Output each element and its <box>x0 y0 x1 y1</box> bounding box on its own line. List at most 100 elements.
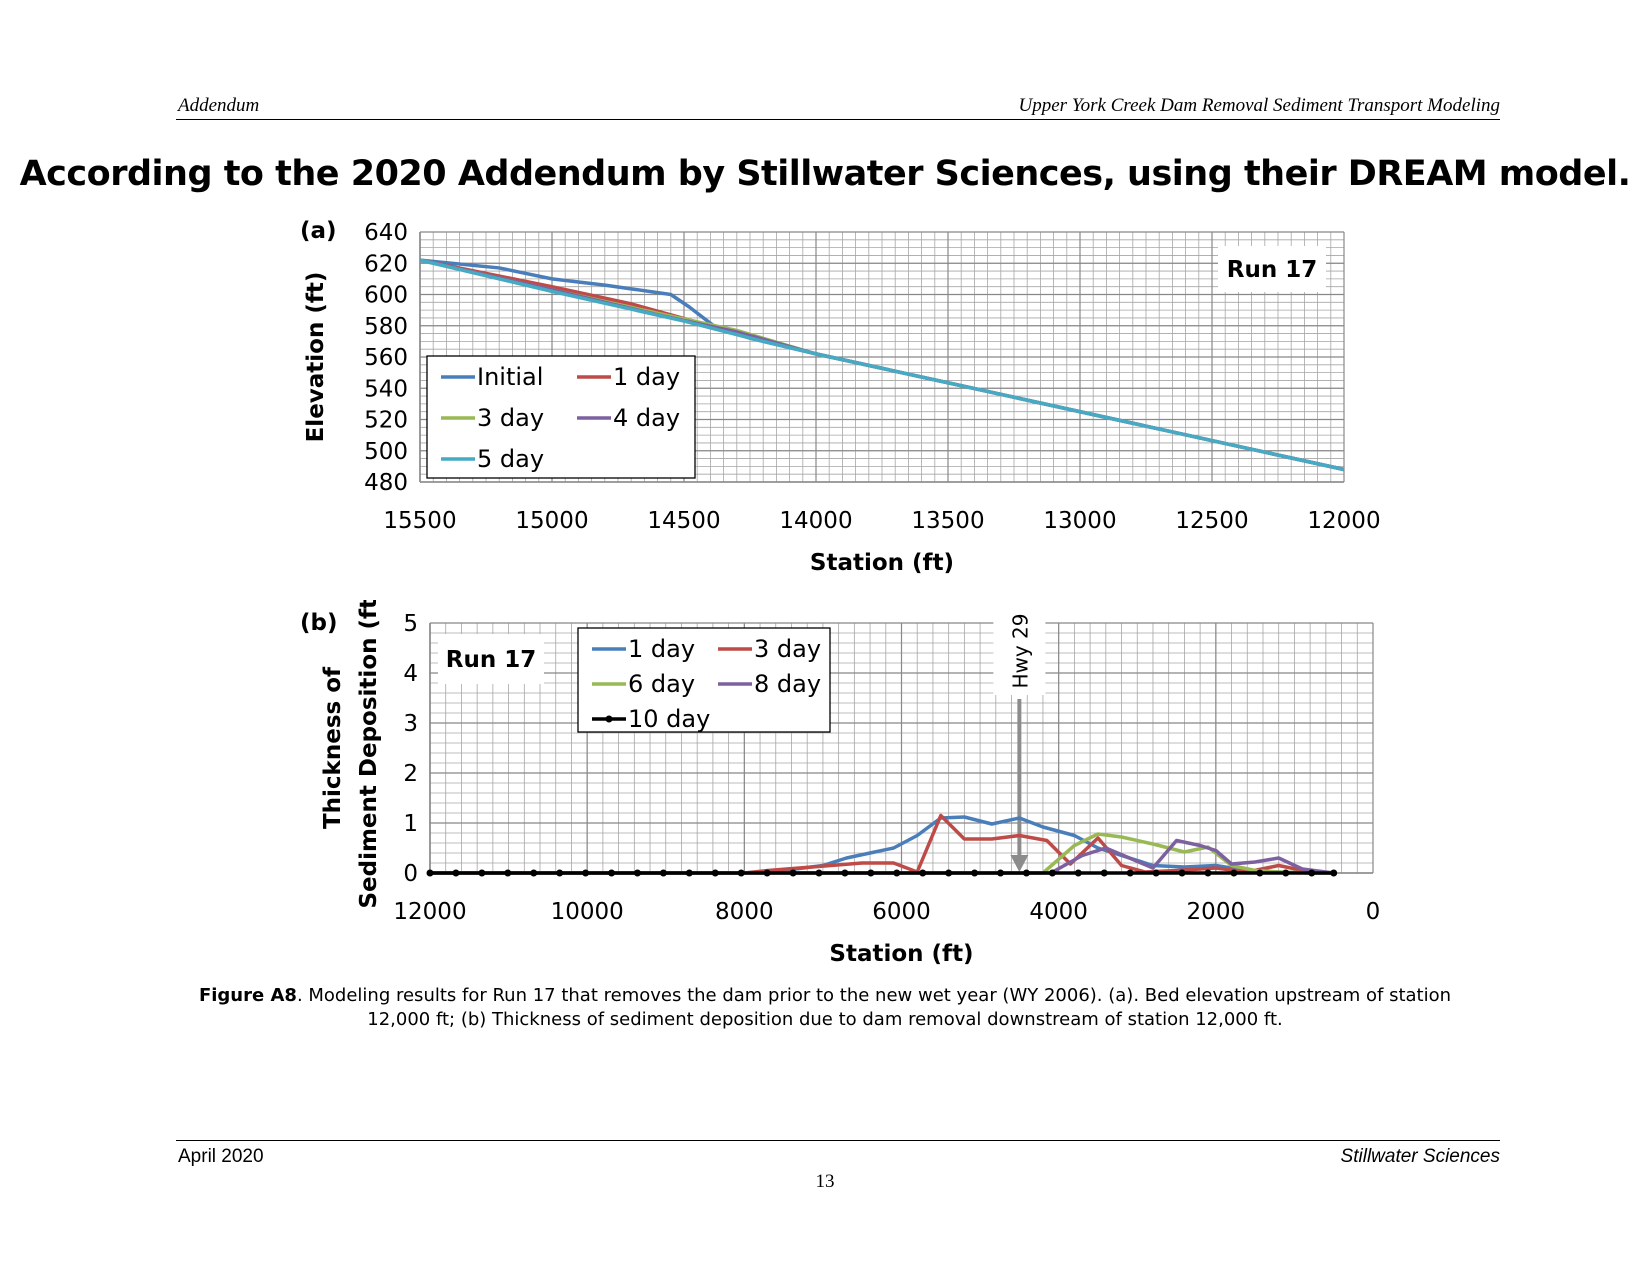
x-tick-label: 14500 <box>647 508 720 534</box>
y-tick-label: 520 <box>364 408 408 434</box>
x-tick-label: 15000 <box>515 508 588 534</box>
data-point-10-day <box>685 869 693 877</box>
data-point-10-day <box>1308 869 1316 877</box>
y-tick-label: 620 <box>364 251 408 277</box>
x-tick-label: 6000 <box>872 899 931 925</box>
data-point-10-day <box>633 869 641 877</box>
x-tick-label: 14000 <box>779 508 852 534</box>
legend-entry-1-day: 1 day <box>613 363 680 391</box>
x-tick-label: 12000 <box>1307 508 1380 534</box>
y-tick-label: 2 <box>403 761 418 787</box>
figure-caption: Figure A8. Modeling results for Run 17 t… <box>175 984 1475 1032</box>
legend-entry-4-day: 4 day <box>613 404 680 432</box>
data-point-10-day <box>659 869 667 877</box>
legend-entry-6-day: 6 day <box>628 670 695 698</box>
data-point-10-day <box>1178 869 1186 877</box>
x-tick-label: 4000 <box>1029 899 1088 925</box>
caption-label: Figure A8 <box>198 985 297 1006</box>
legend-box <box>577 627 831 733</box>
data-point-10-day <box>1074 869 1082 877</box>
data-point-10-day <box>452 869 460 877</box>
data-point-10-day <box>919 869 927 877</box>
legend-entry-10-day: 10 day <box>628 705 710 733</box>
y-tick-label: 560 <box>364 345 408 371</box>
y-tick-label: 1 <box>403 811 418 837</box>
x-tick-label: 13000 <box>1043 508 1116 534</box>
data-point-10-day <box>945 869 953 877</box>
legend-marker-10-day <box>605 715 613 723</box>
data-point-10-day <box>893 869 901 877</box>
x-tick-label: 12500 <box>1175 508 1248 534</box>
legend-entry-5-day: 5 day <box>477 445 544 473</box>
y-tick-label: 5 <box>403 611 418 637</box>
data-point-10-day <box>504 869 512 877</box>
data-point-10-day <box>1152 869 1160 877</box>
legend-entry-1-day: 1 day <box>628 635 695 663</box>
run-annotation: Run 17 <box>446 647 536 673</box>
data-point-10-day <box>1204 869 1212 877</box>
series-line-1-day <box>430 815 1334 875</box>
data-point-10-day <box>1282 869 1290 877</box>
x-tick-label: 12000 <box>393 899 466 925</box>
data-point-10-day <box>867 869 875 877</box>
running-header-left: Addendum <box>178 95 260 116</box>
run-annotation-box <box>1218 246 1326 292</box>
y-tick-label: 540 <box>364 376 408 402</box>
y-tick-label: 0 <box>403 861 418 887</box>
x-tick-label: 15500 <box>383 508 456 534</box>
x-tick-label: 2000 <box>1187 899 1246 925</box>
x-axis-title: Station (ft) <box>829 941 973 967</box>
data-point-10-day <box>763 869 771 877</box>
series-line-8-day <box>430 838 1334 875</box>
data-point-10-day <box>737 869 745 877</box>
legend-entry-3-day: 3 day <box>477 404 544 432</box>
hwy-marker-label-box <box>993 603 1046 695</box>
x-axis-title: Station (ft) <box>810 550 954 576</box>
data-point-10-day <box>608 869 616 877</box>
legend-entry-initial: Initial <box>477 363 543 391</box>
hwy-marker-label: Hwy 29 <box>1008 613 1032 688</box>
page-number: 13 <box>815 1171 835 1192</box>
y-tick-label: 3 <box>403 711 418 737</box>
data-point-10-day <box>711 869 719 877</box>
series-line-5-day <box>419 258 1345 472</box>
y-tick-label: 4 <box>403 661 418 687</box>
run-annotation-box <box>438 634 544 684</box>
panel-label: (a) <box>300 218 337 244</box>
footer-rule <box>176 1140 1500 1141</box>
data-point-10-day <box>478 869 486 877</box>
data-point-10-day <box>1126 869 1134 877</box>
y-tick-label: 640 <box>364 220 408 246</box>
data-point-10-day <box>1330 869 1338 877</box>
data-point-10-day <box>556 869 564 877</box>
y-tick-label: 580 <box>364 314 408 340</box>
panel-label: (b) <box>300 610 338 636</box>
x-tick-label: 8000 <box>715 899 774 925</box>
data-point-10-day <box>1048 869 1056 877</box>
y-tick-label: 600 <box>364 283 408 309</box>
series-line-3-day <box>430 813 1334 875</box>
footer-publisher: Stillwater Sciences <box>1340 1146 1500 1167</box>
data-point-10-day <box>582 869 590 877</box>
y-tick-label: 480 <box>364 470 408 496</box>
chart-b-deposition: 12000 10000 8000 6000 4000 2000 0 0 1 2 3 4 5 Station… <box>300 600 1380 967</box>
data-point-10-day <box>1230 869 1238 877</box>
data-point-10-day <box>789 869 797 877</box>
data-point-10-day <box>841 869 849 877</box>
legend-entry-8-day: 8 day <box>754 670 821 698</box>
data-point-10-day <box>1022 869 1030 877</box>
caption-text: . Modeling results for Run 17 that remov… <box>296 985 1452 1030</box>
y-axis-title: Thickness of <box>320 666 346 829</box>
hwy-marker-arrow-head <box>1010 855 1029 872</box>
y-tick-label: 500 <box>364 439 408 465</box>
footer-date: April 2020 <box>178 1146 264 1167</box>
data-point-10-day <box>1100 869 1108 877</box>
run-annotation: Run 17 <box>1227 257 1317 283</box>
headline: According to the 2020 Addendum by Stillw… <box>19 154 1631 194</box>
data-point-10-day <box>426 869 434 877</box>
data-point-10-day <box>971 869 979 877</box>
chart-a-elevation: 15500 15000 14500 14000 13500 13000 12500 12000… <box>300 218 1381 576</box>
x-tick-label: 10000 <box>551 899 624 925</box>
data-point-10-day <box>997 869 1005 877</box>
y-axis-title: Elevation (ft) <box>303 272 329 443</box>
